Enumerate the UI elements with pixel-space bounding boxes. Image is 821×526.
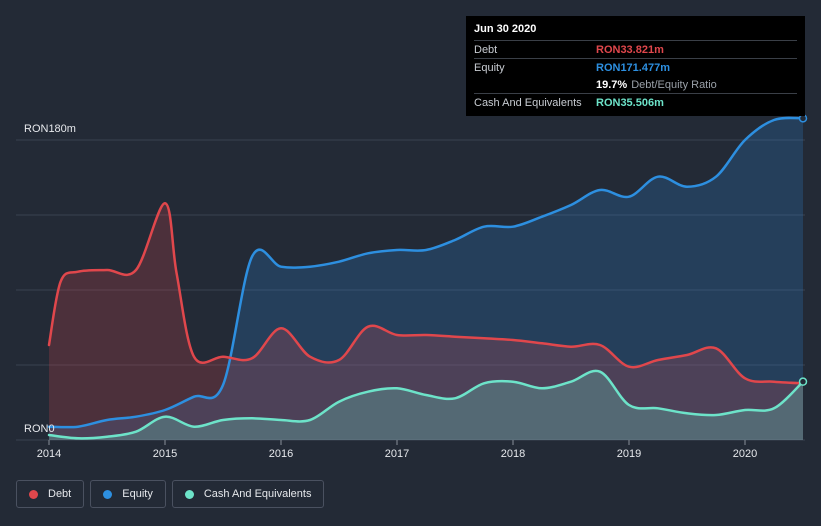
- tooltip-ratio-row: 19.7% Debt/Equity Ratio: [474, 76, 797, 93]
- tooltip-cash-row: Cash And Equivalents RON35.506m: [474, 93, 797, 111]
- series-lines: [47, 116, 805, 440]
- tooltip-debt-label: Debt: [474, 43, 498, 56]
- legend-item-debt[interactable]: Debt: [16, 480, 85, 508]
- cash-dot-icon: [184, 489, 194, 499]
- equity-line: [47, 116, 805, 429]
- tooltip-ratio-value: 19.7%: [596, 78, 628, 91]
- cash-and-equivalents-line: [47, 369, 805, 440]
- tooltip-debt-value: RON33.821m: [596, 43, 664, 56]
- grid-lines: [16, 139, 805, 441]
- tooltip-cash-label: Cash And Equivalents: [474, 96, 582, 109]
- tooltip-equity-value: RON171.477m: [596, 61, 670, 74]
- chart-legend: Debt Equity Cash And Equivalents: [16, 480, 325, 508]
- x-axis: 2014 2015 2016 2017 2018 2019 2020: [37, 440, 757, 460]
- tooltip-ratio-label: Debt/Equity Ratio: [631, 78, 717, 91]
- x-tick-label: 2017: [385, 448, 409, 460]
- tooltip-panel: Jun 30 2020 Debt RON33.821m Equity RON17…: [466, 16, 805, 116]
- x-tick-label: 2015: [153, 448, 177, 460]
- y-axis-top-label: RON180m: [24, 123, 76, 135]
- x-tick-label: 2020: [733, 448, 757, 460]
- legend-item-equity[interactable]: Equity: [90, 480, 166, 508]
- tooltip-debt-row: Debt RON33.821m: [474, 40, 797, 58]
- debt-area: [49, 203, 803, 440]
- tooltip-date: Jun 30 2020: [474, 23, 537, 35]
- tooltip-cash-value: RON35.506m: [596, 96, 664, 109]
- series-areas: [49, 117, 803, 440]
- y-axis-zero-label: RON0: [24, 423, 55, 435]
- legend-item-cash[interactable]: Cash And Equivalents: [171, 480, 325, 508]
- debt-line: [47, 202, 805, 385]
- x-tick-label: 2014: [37, 448, 61, 460]
- debt-dot-icon: [29, 489, 38, 499]
- x-tick-label: 2018: [501, 448, 525, 460]
- equity-dot-icon: [103, 489, 113, 499]
- x-tick-label: 2016: [269, 448, 293, 460]
- tooltip-equity-label: Equity: [474, 61, 505, 74]
- legend-equity-label: Equity: [122, 488, 153, 500]
- tooltip-equity-row: Equity RON171.477m: [474, 58, 797, 76]
- x-tick-label: 2019: [617, 448, 641, 460]
- legend-cash-label: Cash And Equivalents: [203, 488, 312, 500]
- cash-and-equivalents-end-marker: [798, 377, 808, 386]
- legend-debt-label: Debt: [48, 488, 72, 500]
